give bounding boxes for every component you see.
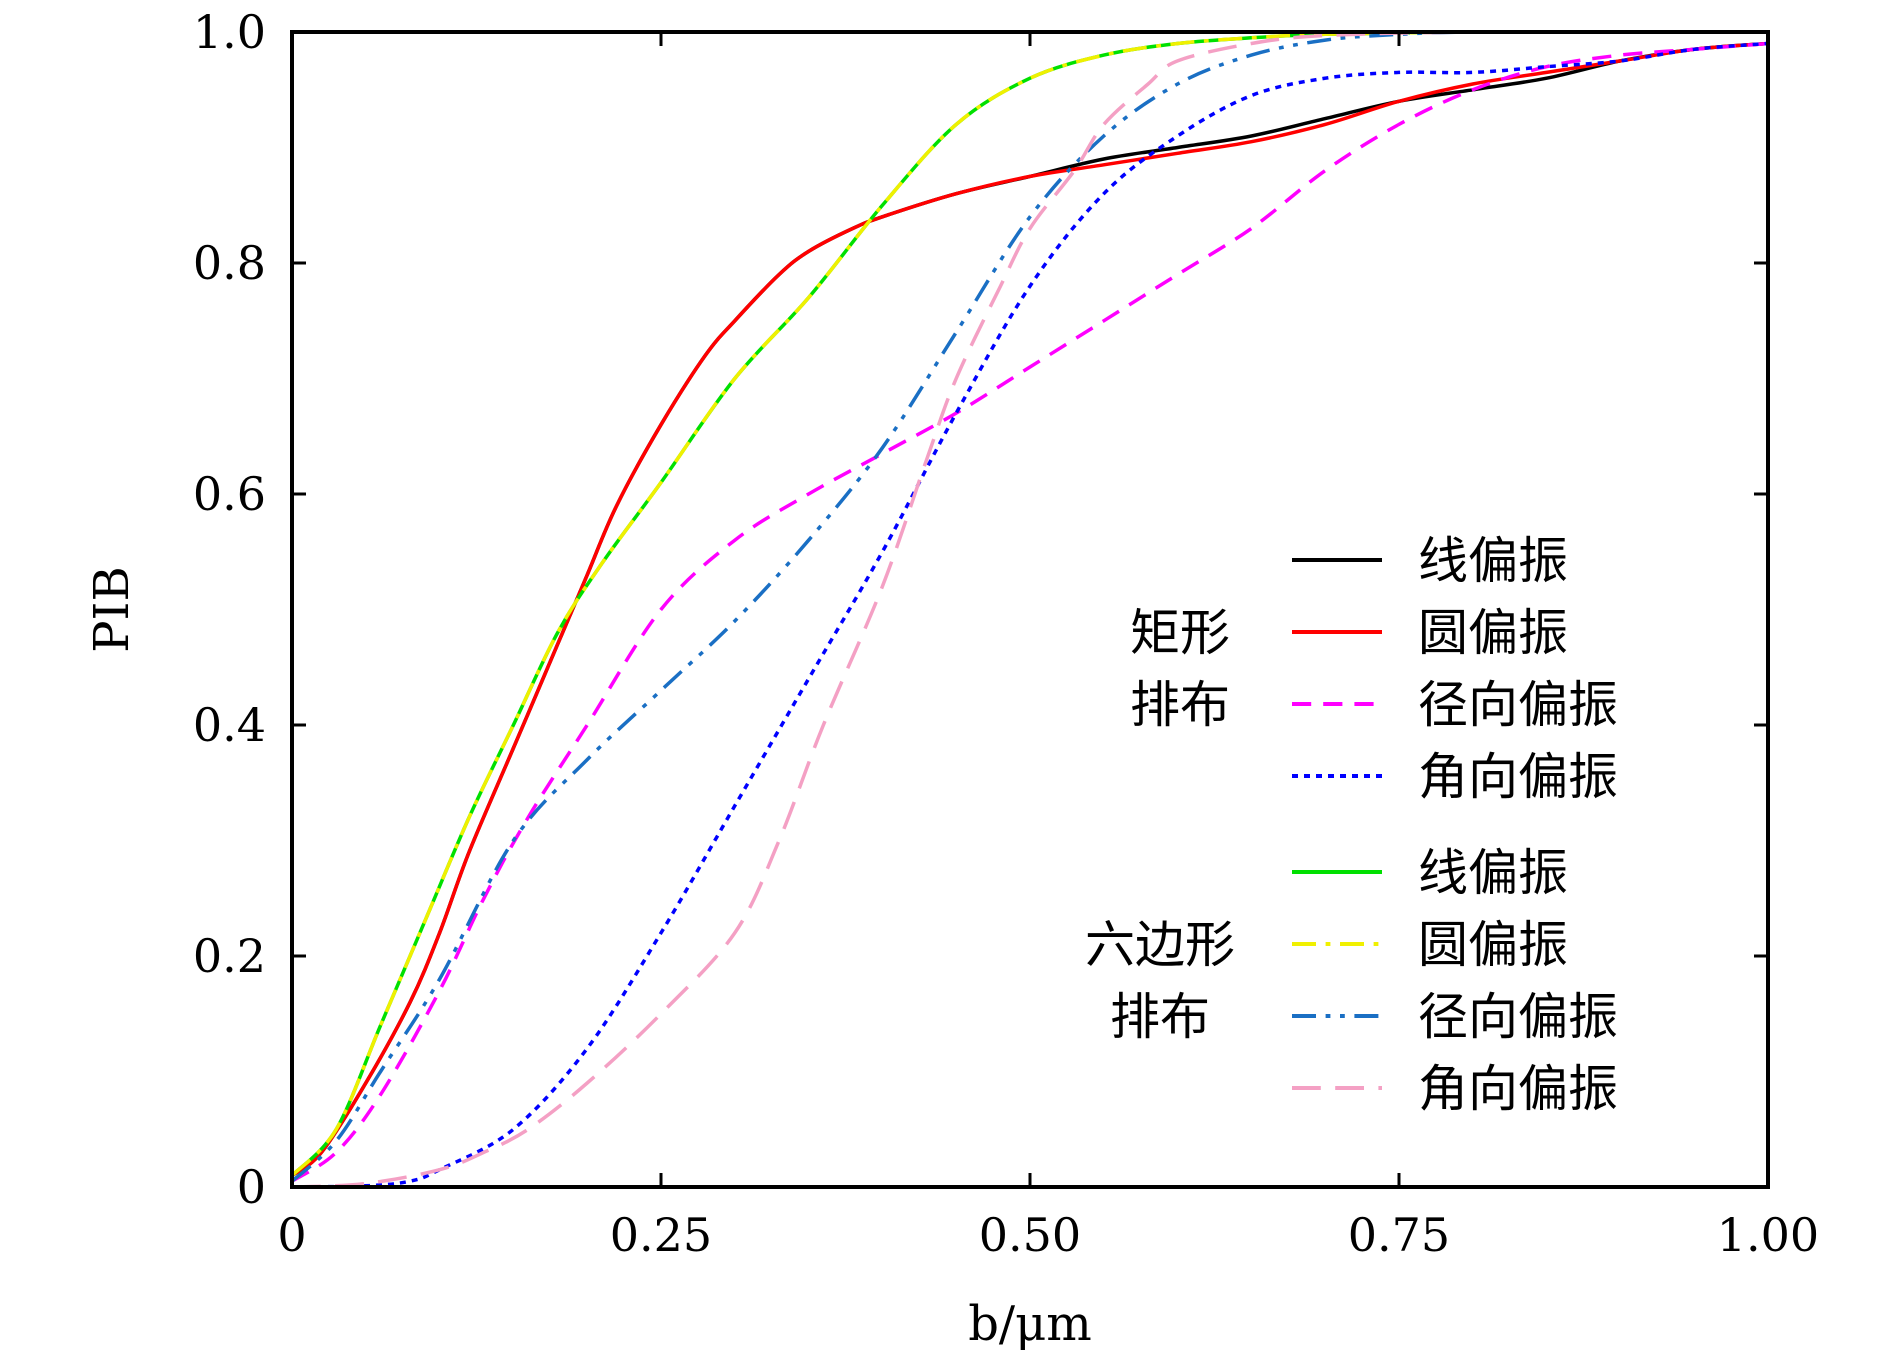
y-tick-label: 1.0 [193, 5, 266, 59]
y-tick-label: 0.8 [193, 236, 266, 290]
x-tick-label: 0.25 [610, 1208, 712, 1262]
series-line-hex-3 [291, 29, 1768, 1189]
legend-entry-label: 角向偏振 [1418, 1060, 1618, 1118]
legend-group-label: 矩形 [1130, 604, 1230, 662]
tick-labels: 0 0.25 0.50 0.75 1.00 0 0.2 0.4 0.6 0.8 1.0 [193, 5, 1819, 1262]
x-tick-label: 0.50 [979, 1208, 1081, 1262]
y-axis-title: PIB [84, 566, 140, 653]
series-line-rect-1 [290, 41, 1769, 1177]
series-line-hex-2 [290, 30, 1768, 1183]
legend-group-label: 排布 [1130, 676, 1230, 734]
legend-entry-label: 线偏振 [1418, 532, 1568, 590]
legend-entry-label: 角向偏振 [1418, 748, 1618, 806]
series-line-hex-1 [290, 30, 1768, 1177]
x-tick-label: 0.75 [1348, 1208, 1450, 1262]
y-tick-label: 0.6 [193, 467, 266, 521]
legend-entry-label: 径向偏振 [1418, 988, 1618, 1046]
x-tick-label: 1.00 [1717, 1208, 1819, 1262]
legend-entry-label: 线偏振 [1418, 844, 1568, 902]
legend-group-label: 排布 [1110, 988, 1210, 1046]
y-tick-label: 0 [237, 1160, 266, 1214]
legend-entry-label: 圆偏振 [1418, 604, 1568, 662]
legend-entry-label: 圆偏振 [1418, 916, 1568, 974]
series-layer [290, 29, 1769, 1189]
legend-group-label: 六边形 [1085, 916, 1235, 974]
axes [290, 30, 1770, 1189]
series-line-rect-2 [291, 41, 1769, 1183]
y-tick-label: 0.4 [193, 698, 266, 752]
legend-entry-label: 径向偏振 [1418, 676, 1618, 734]
x-axis-title: b/μm [968, 1296, 1092, 1352]
x-tick-label: 0 [277, 1208, 306, 1262]
y-tick-label: 0.2 [193, 929, 266, 983]
